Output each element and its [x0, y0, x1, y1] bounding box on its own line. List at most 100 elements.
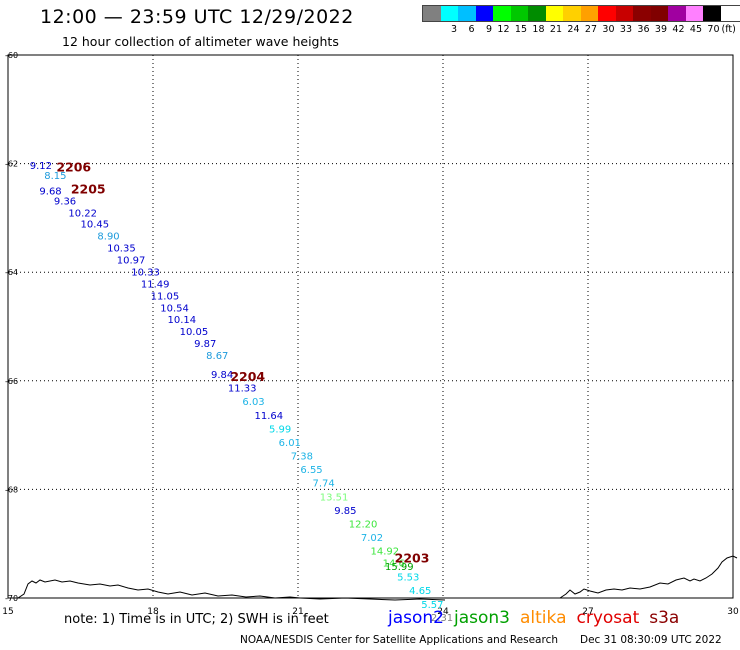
antarctic-coastline	[17, 555, 738, 601]
color-swatch	[563, 6, 581, 21]
wave-height-value: 9.84	[211, 370, 233, 381]
wave-height-value: 12.20	[349, 519, 378, 530]
wave-height-value: 10.54	[160, 303, 189, 314]
orbit-pass-label: 2206	[56, 160, 91, 175]
color-swatch	[615, 6, 633, 21]
map-title: 12:00 — 23:59 UTC 12/29/2022	[40, 6, 354, 28]
wave-height-value: 8.67	[206, 351, 228, 362]
color-swatch	[458, 6, 476, 21]
color-scale-label: 39	[654, 24, 667, 35]
wave-height-value: 9.87	[194, 339, 216, 350]
color-scale-label: 36	[637, 24, 650, 35]
wave-height-value: 15.99	[385, 562, 414, 573]
wave-height-value: 8.15	[44, 171, 66, 182]
latitude-tick-label: -64	[5, 268, 18, 277]
orbit-pass-label: 2205	[71, 181, 106, 196]
color-scale-label: 27	[584, 24, 597, 35]
color-swatch	[440, 6, 458, 21]
color-swatch	[510, 6, 528, 21]
color-scale-label: 6	[468, 24, 475, 35]
color-scale-label: 70	[707, 24, 720, 35]
wave-height-value: 9.68	[39, 187, 61, 198]
coastline-mid	[299, 597, 446, 601]
color-scale-unit: (ft)	[721, 24, 736, 35]
credit-line: NOAA/NESDIS Center for Satellite Applica…	[240, 634, 558, 646]
color-scale-label: 18	[532, 24, 545, 35]
satellite-legend: jason2 jason3 altika cryosat s3a	[388, 608, 679, 628]
wave-height-value: 13.51	[320, 492, 349, 503]
color-swatch	[685, 6, 703, 21]
wave-height-value: 5.53	[397, 573, 419, 584]
wave-height-value: 10.05	[180, 327, 209, 338]
latitude-tick-label: -70	[5, 594, 18, 603]
color-scale-label: 15	[514, 24, 527, 35]
wave-height-value: 5.57	[421, 600, 443, 611]
wave-height-value: 11.64	[255, 411, 284, 422]
latitude-tick-label: -68	[5, 485, 18, 494]
color-scale-label: 30	[602, 24, 615, 35]
wave-height-value: 6.03	[242, 397, 264, 408]
coastline-west	[17, 579, 301, 599]
orbit-pass-label: 2203	[395, 551, 430, 566]
wave-height-value: 9.12	[30, 161, 52, 172]
wave-height-value: 7.74	[313, 479, 335, 490]
wave-height-value: 10.14	[168, 315, 197, 326]
orbit-pass-labels: 2206 2205 2204 2203	[56, 160, 429, 566]
color-swatch	[703, 6, 721, 21]
wave-height-value: 5.99	[269, 424, 291, 435]
color-scale-label: 42	[672, 24, 685, 35]
axis-tick-labels: 15 18 21 24 27 30 -60 -62 -64 -66 -68 -70	[2, 51, 739, 617]
wave-height-value: 2.31	[431, 613, 453, 624]
latitude-tick-label: -60	[5, 51, 18, 60]
color-scale-swatches	[422, 5, 740, 22]
satellite-name: cryosat	[576, 608, 640, 628]
wave-height-value: 6.01	[279, 438, 301, 449]
satellite-name: jason3	[454, 608, 510, 628]
wave-height-value: 10.97	[117, 256, 146, 267]
longitude-tick-label: 15	[2, 607, 13, 617]
color-swatch	[475, 6, 493, 21]
color-swatch	[650, 6, 668, 21]
color-swatch	[598, 6, 616, 21]
color-swatch	[423, 6, 441, 21]
color-scale-label: 12	[497, 24, 510, 35]
wave-height-value: 11.33	[228, 384, 257, 395]
units-note: note: 1) Time is in UTC; 2) SWH is in fe…	[64, 612, 329, 627]
wave-height-value: 7.38	[291, 452, 313, 463]
color-scale-label: 45	[689, 24, 702, 35]
color-swatch	[580, 6, 598, 21]
wave-height-value: 10.22	[68, 208, 97, 219]
wave-height-color-scale: 3 6 9 12 15 18 21 24 27 30 33 36 39 42 45 70 (ft)	[422, 5, 740, 35]
wave-height-value: 11.49	[141, 279, 170, 290]
wave-height-value: 9.36	[54, 196, 76, 207]
longitude-tick-label: 27	[582, 607, 593, 617]
color-scale-label: 9	[485, 24, 492, 35]
generation-timestamp: Dec 31 08:30:09 UTC 2022	[580, 634, 722, 646]
color-scale-label: 33	[619, 24, 632, 35]
wave-height-value: 9.85	[334, 506, 356, 517]
map-frame	[7, 54, 734, 599]
longitude-tick-label: 21	[292, 607, 303, 617]
color-swatch	[528, 6, 546, 21]
wave-height-value: 4.65	[409, 586, 431, 597]
wave-height-value: 10.33	[131, 267, 160, 278]
longitude-tick-label: 24	[437, 607, 449, 617]
wave-height-value: 14.6	[383, 559, 405, 570]
satellite-name: jason2	[388, 608, 444, 628]
satellite-name: altika	[520, 608, 567, 628]
satellite-name: s3a	[649, 608, 680, 628]
map-subtitle: 12 hour collection of altimeter wave hei…	[62, 34, 339, 49]
color-swatch	[545, 6, 563, 21]
color-scale-label: 21	[549, 24, 562, 35]
latitude-tick-label: -66	[5, 377, 18, 386]
longitude-tick-label: 30	[727, 607, 739, 617]
lat-lon-grid	[7, 54, 734, 599]
coastline-east	[559, 555, 738, 599]
wave-height-value: 7.02	[361, 533, 383, 544]
color-swatch	[633, 6, 651, 21]
color-scale-labels: 3 6 9 12 15 18 21 24 27 30 33 36 39 42 45 70 (ft)	[422, 24, 740, 35]
latitude-tick-label: -62	[5, 160, 18, 169]
wave-height-value: 10.35	[107, 244, 136, 255]
color-scale-label: 24	[567, 24, 580, 35]
